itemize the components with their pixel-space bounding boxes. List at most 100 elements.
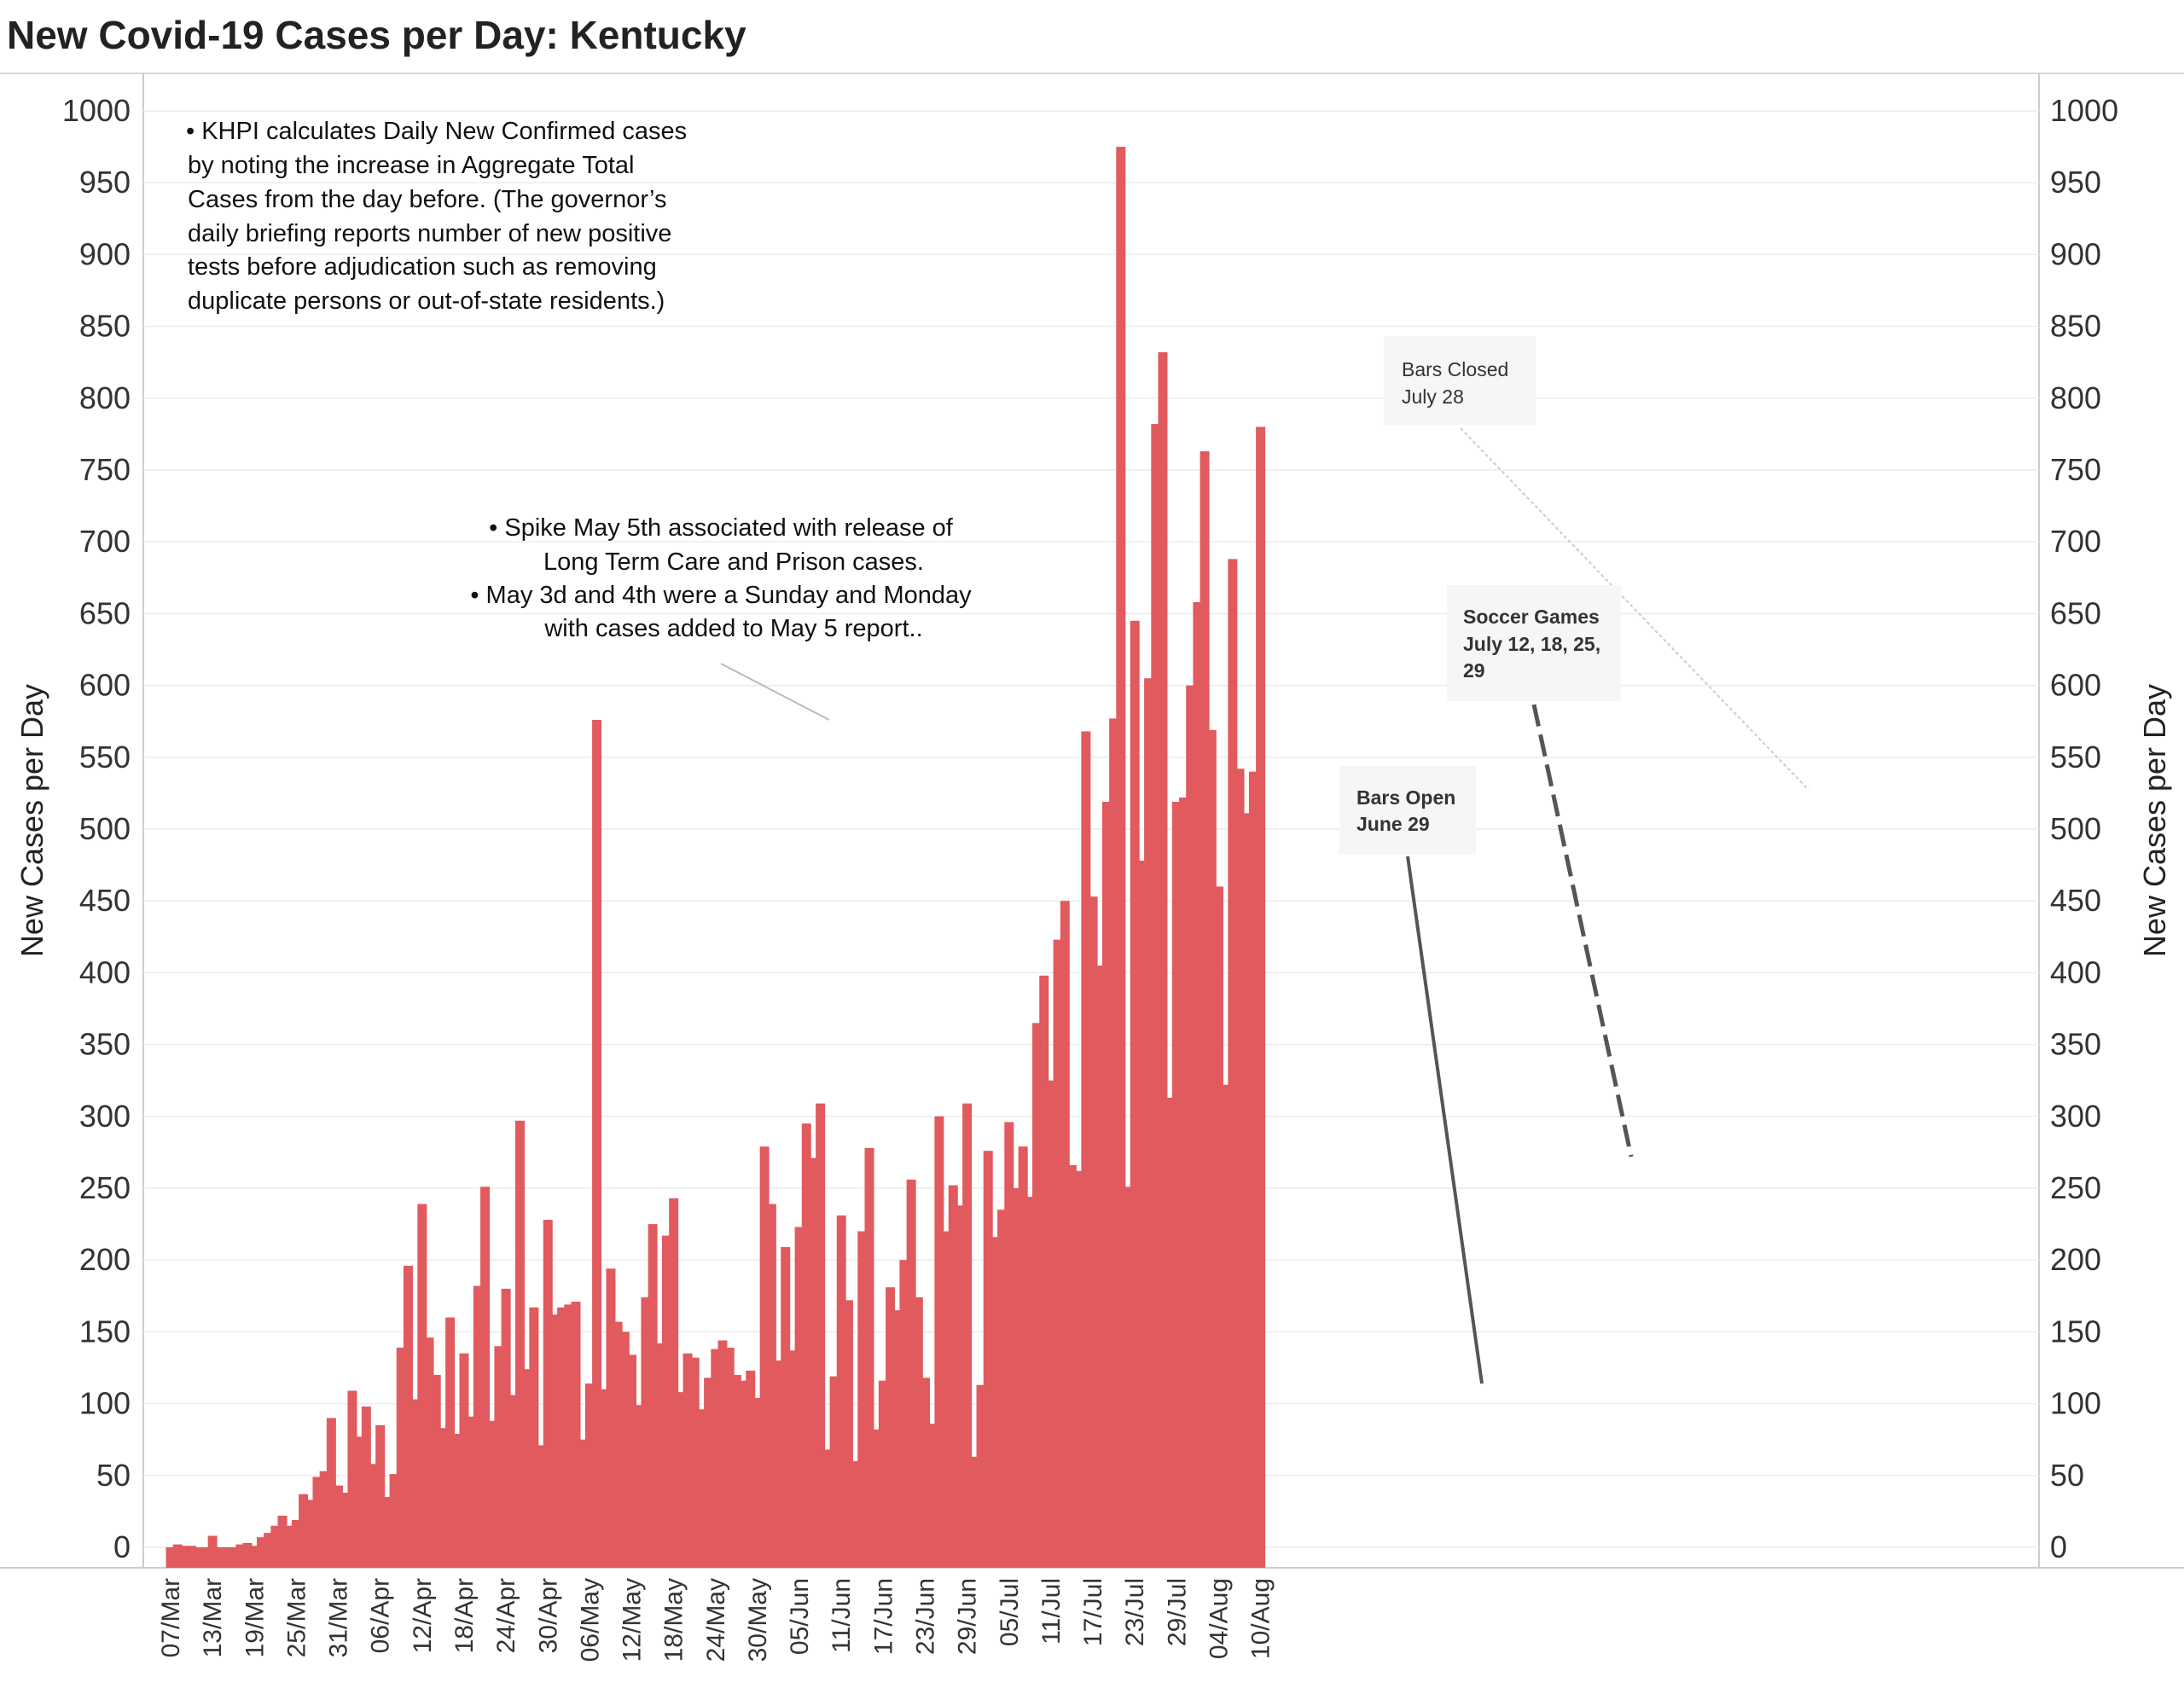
bar [871,1429,881,1568]
bar [256,1537,266,1568]
soccer-games-line: Soccer Games [1463,606,1600,628]
bar [207,1535,218,1568]
bar [899,1260,909,1568]
bar [403,1265,413,1568]
bar [766,1204,776,1568]
x-tick-label: 06/May [576,1578,604,1662]
bar [326,1418,336,1568]
bar [452,1433,462,1568]
bar [941,1231,951,1568]
bar [438,1428,448,1568]
y-tick-label-right: 500 [2050,811,2101,846]
bar [648,1224,658,1568]
y-tick-label-left: 450 [79,883,131,918]
bar [997,1210,1008,1568]
y-tick-label-right: 550 [2050,740,2101,774]
bar [921,1378,931,1568]
bar [536,1445,546,1568]
bar [369,1464,379,1568]
bar [194,1547,204,1568]
y-axis-left: 0 50 100 150 200 250 300 350 400 450 500 550 600 650 7… [62,93,131,1564]
bar [291,1520,301,1568]
soccer-games-pointer [1531,704,1634,1157]
bar [340,1493,351,1568]
y-tick-label-left: 950 [79,165,131,200]
bar [857,1231,868,1568]
bar [676,1392,686,1568]
y-tick-label-left: 600 [79,668,131,703]
bar [571,1302,581,1568]
bar [724,1347,735,1568]
bar [1060,901,1070,1568]
y-tick-label-right: 250 [2050,1170,2101,1205]
y-tick-label-left: 750 [79,452,131,487]
bar [689,1357,700,1568]
bars-closed-line: Bars Closed [1402,358,1508,380]
bar [864,1147,874,1568]
bar [836,1215,846,1568]
bar [808,1157,818,1568]
bar [389,1474,399,1568]
bar [417,1204,427,1568]
y-tick-label-right: 1000 [2050,93,2118,128]
khpi-note-line: daily briefing reports number of new pos… [188,220,671,247]
soccer-games-box [1447,585,1621,701]
bar [166,1547,176,1568]
bar [222,1547,232,1568]
x-tick-label: 23/Jul [1121,1578,1149,1646]
y-tick-label-left: 700 [79,524,131,559]
bar [549,1314,560,1568]
bar [1025,1197,1035,1568]
y-tick-label-right: 800 [2050,380,2101,415]
bar [1221,1084,1231,1568]
bar [906,1179,916,1568]
bar [886,1287,896,1568]
bar [179,1546,189,1568]
bar [948,1185,958,1568]
bars-closed-pointer [1460,427,1809,791]
y-tick-label-left: 500 [79,811,131,846]
bar [606,1268,616,1568]
bar [334,1485,344,1568]
bar [711,1349,721,1568]
x-tick-label: 31/Mar [325,1578,353,1657]
bar [983,1151,993,1568]
bars-closed-line: July 28 [1402,386,1464,408]
bar [305,1500,316,1568]
y-tick-label-right: 150 [2050,1314,2101,1349]
bar [277,1515,288,1568]
bar [543,1220,553,1568]
bar [990,1237,1000,1568]
bar [627,1355,637,1568]
y-tick-label-left: 550 [79,740,131,774]
bar [1165,1097,1175,1568]
bar [1214,886,1223,1568]
bar [1011,1188,1021,1568]
x-tick-label: 17/Jul [1079,1578,1107,1646]
bar [375,1424,386,1568]
bar [1101,802,1112,1568]
y-tick-label-left: 300 [79,1099,131,1134]
bar [1039,975,1049,1568]
x-tick-label: 24/May [702,1578,730,1662]
bar [522,1369,532,1568]
bar [382,1497,392,1568]
x-tick-label: 13/Mar [199,1578,227,1657]
bar [682,1353,693,1568]
bar [1179,797,1189,1568]
bar [459,1353,469,1568]
x-tick-label: 30/May [744,1578,772,1662]
bar [1053,939,1063,1568]
bar [704,1378,714,1568]
bar [752,1397,763,1568]
spike-note-line: Long Term Care and Prison cases. [543,548,924,576]
bar [284,1525,294,1568]
bar [669,1198,679,1568]
spike-note-line: • May 3d and 4th were a Sunday and Monda… [470,582,972,609]
khpi-note-line: by noting the increase in Aggregate Tota… [188,152,634,179]
bar [1256,426,1266,1569]
bar [696,1409,706,1568]
bar [354,1436,364,1568]
x-tick-label: 07/Mar [157,1578,185,1657]
bar [794,1227,804,1568]
